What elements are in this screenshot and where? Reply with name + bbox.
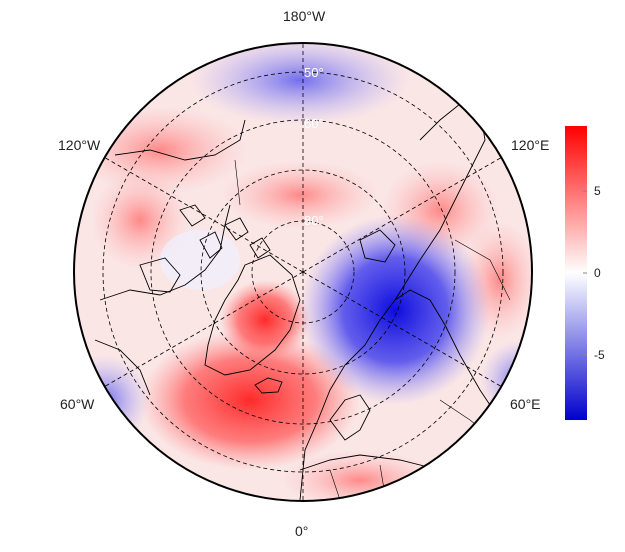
lon-label-60e: 60°E — [510, 396, 541, 412]
lat-label-80: 80° — [304, 213, 324, 228]
map-boundary — [73, 42, 533, 502]
lat-label-60: 60° — [304, 116, 324, 131]
lon-label-120w: 120°W — [58, 137, 101, 153]
graticule — [102, 43, 504, 501]
coastlines — [94, 99, 516, 501]
lon-label-0: 0° — [295, 523, 309, 539]
colorbar-tick-label-0: 5 — [594, 184, 601, 199]
colorbar-tick-label-1: 0 — [594, 266, 601, 280]
lon-label-180w: 180°W — [283, 8, 326, 24]
lon-label-120e: 120°E — [511, 137, 550, 153]
lat-label-50: 50° — [304, 65, 324, 80]
colorbar-bar — [565, 126, 587, 420]
anomaly-field — [74, 43, 532, 501]
colorbar-tick-label-2: -5 — [594, 347, 605, 362]
colorbar-ticks — [583, 190, 587, 356]
lon-label-60w: 60°W — [60, 396, 95, 412]
